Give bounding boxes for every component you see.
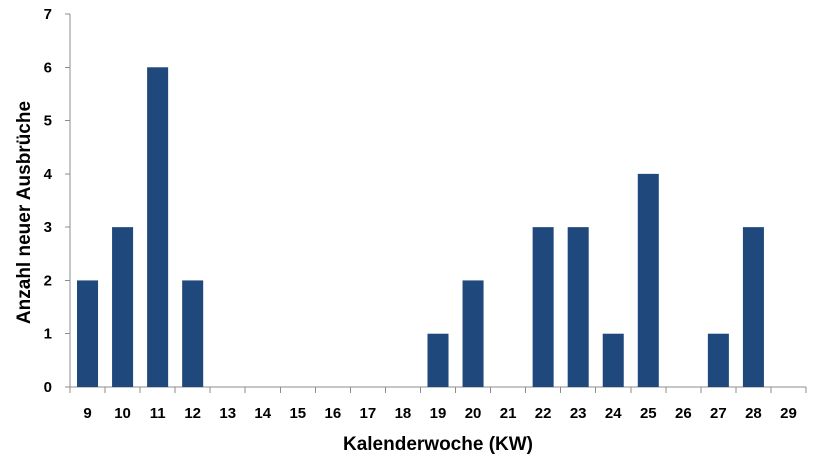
bar-kw-11 bbox=[147, 67, 169, 388]
bar-kw-12 bbox=[182, 280, 204, 387]
x-tick-label: 24 bbox=[605, 405, 622, 422]
x-tick-label: 11 bbox=[150, 405, 166, 422]
bar-kw-9 bbox=[77, 280, 99, 387]
y-tick-label: 5 bbox=[44, 113, 52, 130]
y-tick-label: 2 bbox=[44, 272, 52, 289]
y-tick-label: 6 bbox=[44, 59, 52, 76]
x-tick-label: 12 bbox=[184, 405, 201, 422]
x-tick-label: 18 bbox=[395, 405, 412, 422]
y-tick-label: 1 bbox=[44, 326, 52, 343]
bar-kw-25 bbox=[637, 173, 659, 387]
x-tick-label: 14 bbox=[254, 405, 271, 422]
y-tick-label: 3 bbox=[44, 219, 52, 236]
x-tick-label: 15 bbox=[289, 405, 306, 422]
y-tick-label: 0 bbox=[44, 379, 52, 396]
bar-kw-22 bbox=[532, 227, 554, 387]
bar-kw-28 bbox=[742, 227, 764, 387]
x-tick-label: 23 bbox=[570, 405, 587, 422]
x-tick-label: 26 bbox=[675, 405, 692, 422]
bar-kw-27 bbox=[707, 333, 729, 387]
bars bbox=[77, 67, 764, 388]
x-tick-label: 25 bbox=[640, 405, 657, 422]
bar-kw-19 bbox=[427, 333, 449, 387]
x-tick-label: 28 bbox=[745, 405, 762, 422]
bar-kw-24 bbox=[602, 333, 624, 387]
x-tick-label: 20 bbox=[465, 405, 482, 422]
x-tick-label: 9 bbox=[83, 405, 91, 422]
y-axis: 0 1 2 3 4 5 6 7 bbox=[44, 6, 71, 396]
x-axis: 9 10 11 12 13 14 15 16 17 18 19 20 21 22 23 24 25 26 27 28 2… bbox=[69, 386, 807, 422]
bar-kw-20 bbox=[462, 280, 484, 387]
x-tick-label: 16 bbox=[325, 405, 342, 422]
y-tick-label: 4 bbox=[44, 166, 53, 183]
bar-kw-23 bbox=[567, 227, 589, 387]
bar-kw-10 bbox=[112, 227, 134, 387]
x-tick-label: 10 bbox=[114, 405, 131, 422]
y-axis-title: Anzahl neuer Ausbrüche bbox=[14, 101, 35, 324]
x-tick-label: 29 bbox=[780, 405, 797, 422]
x-tick-label: 27 bbox=[710, 405, 727, 422]
x-tick-label: 17 bbox=[360, 405, 377, 422]
x-tick-label: 19 bbox=[430, 405, 447, 422]
y-tick-label: 7 bbox=[44, 6, 52, 23]
x-tick-label: 21 bbox=[500, 405, 517, 422]
x-axis-title: Kalenderwoche (KW) bbox=[343, 434, 533, 455]
x-tick-label: 13 bbox=[219, 405, 236, 422]
x-tick-label: 22 bbox=[535, 405, 552, 422]
